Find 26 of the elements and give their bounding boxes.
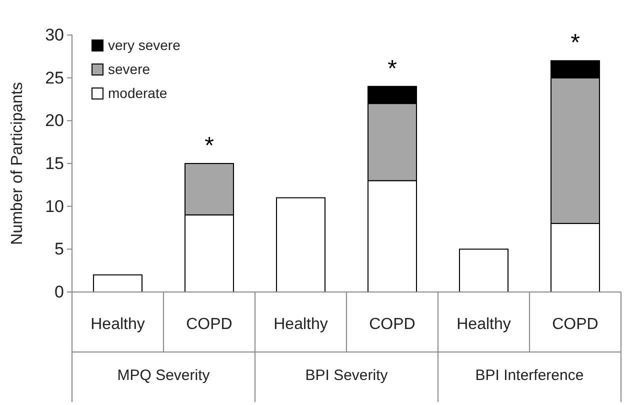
annotation: * [388,55,397,82]
y-tick-label: 30 [45,25,64,44]
y-tick-label: 0 [54,282,64,302]
text: MPQ Severity [117,367,210,384]
x-tick-label: COPD [186,316,232,333]
y-tick-label: 10 [45,196,64,216]
text: BPI Severity [305,367,388,384]
x-tick-label: Healthy [456,316,511,333]
y-tick-label: 5 [54,240,64,259]
bar [93,274,142,292]
annotation: * [570,30,580,57]
bar [459,248,508,292]
x-tick-label: COPD [552,316,598,333]
x-tick-label: Healthy [274,316,328,333]
legend-label: severe [108,61,150,77]
y-tick-label: 20 [45,111,64,130]
bar [276,197,326,292]
x-tick-label: COPD [369,316,416,333]
text: BPI Interference [475,367,584,384]
x-tick-label: Healthy [90,316,145,333]
y-tick-label: 15 [45,154,64,173]
y-axis-title: Number of Participants [9,82,26,245]
annotation: * [204,132,214,160]
legend-label: moderate [108,85,168,101]
legend-label: very severe [108,37,181,53]
y-tick-label: 25 [45,68,64,88]
